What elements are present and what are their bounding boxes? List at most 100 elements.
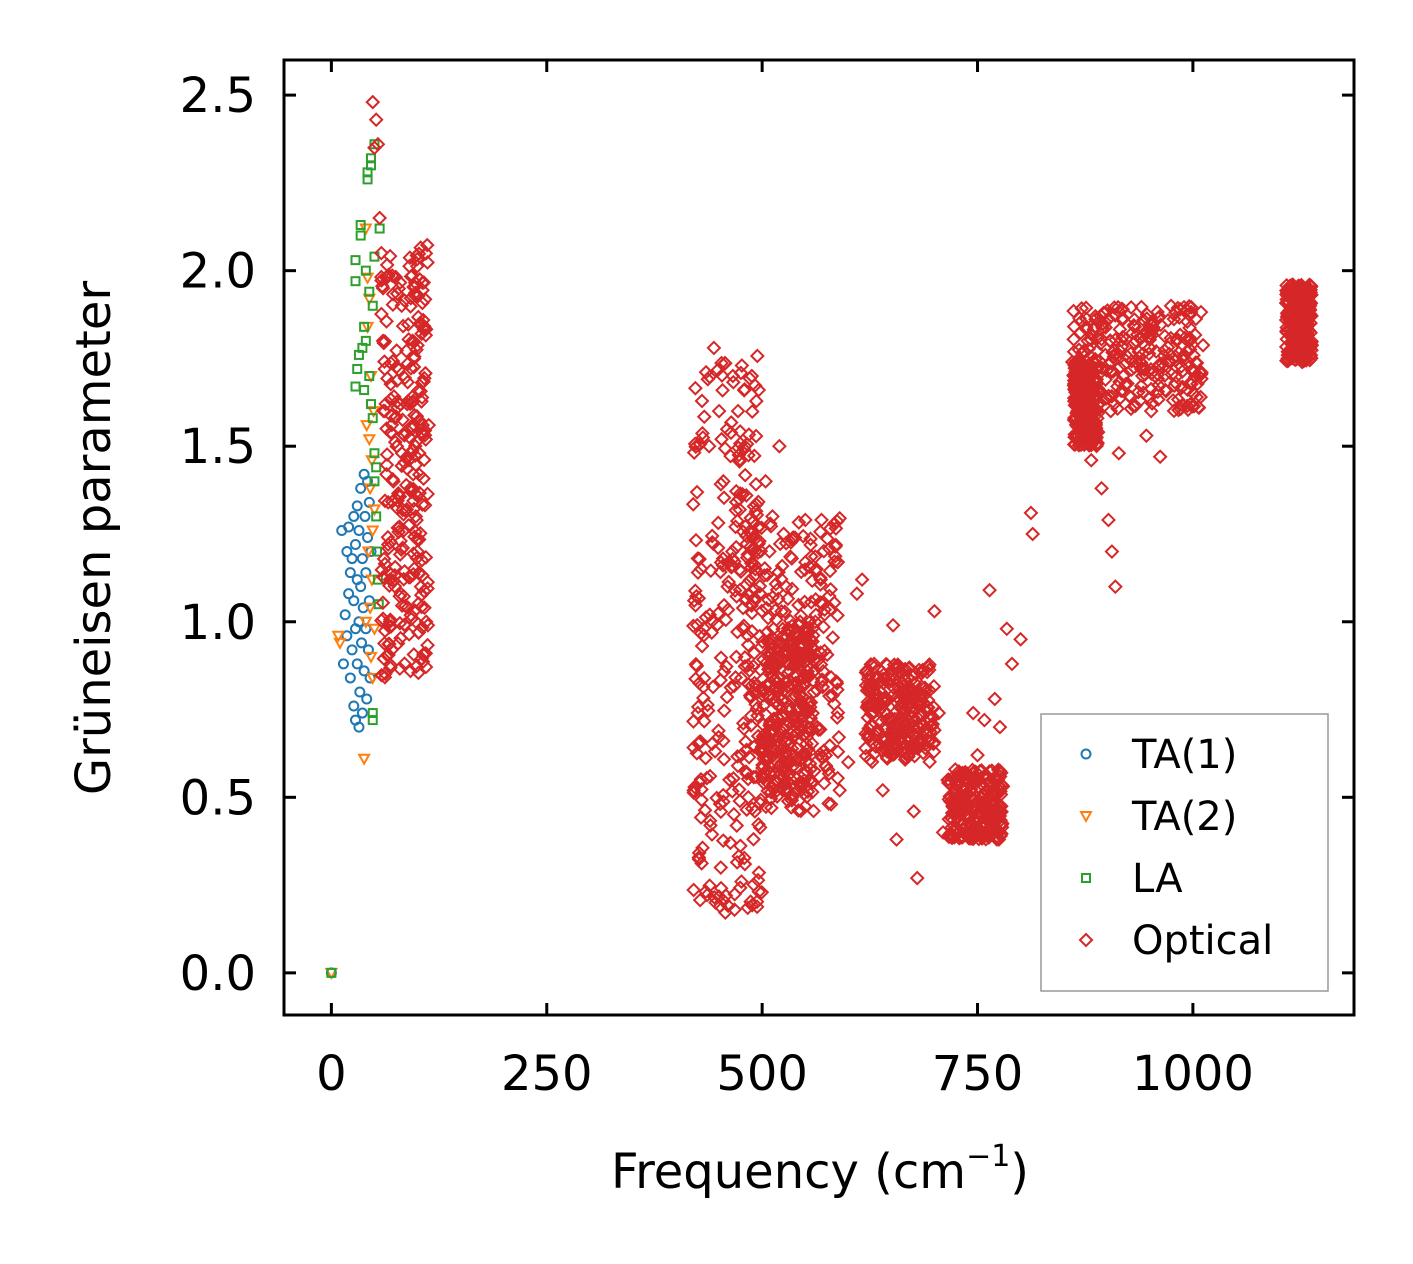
data-point xyxy=(805,705,821,721)
data-point xyxy=(794,664,810,680)
data-point xyxy=(1189,389,1205,405)
data-point xyxy=(783,549,798,565)
data-point xyxy=(926,744,942,760)
data-point xyxy=(744,897,760,913)
data-point xyxy=(756,568,772,583)
series-ta-1- xyxy=(325,468,377,979)
data-point xyxy=(751,884,767,900)
data-point xyxy=(372,546,383,557)
series-ta-2- xyxy=(324,223,382,980)
data-point xyxy=(1128,333,1144,349)
x-tick-label: 0 xyxy=(316,1046,347,1102)
data-point xyxy=(415,417,431,433)
data-point xyxy=(723,415,739,430)
data-point xyxy=(1123,401,1139,417)
data-point xyxy=(375,595,391,611)
data-point xyxy=(362,644,374,656)
data-point xyxy=(750,545,766,561)
data-point xyxy=(804,774,820,789)
data-point xyxy=(806,803,821,819)
data-point xyxy=(1087,319,1103,335)
data-point xyxy=(407,448,423,463)
data-point xyxy=(713,672,728,688)
data-point xyxy=(402,430,418,446)
legend-marker xyxy=(1080,748,1092,760)
data-point xyxy=(976,712,992,728)
data-point xyxy=(374,223,385,234)
data-point xyxy=(344,567,356,579)
data-point xyxy=(699,887,715,903)
data-point xyxy=(779,746,794,762)
data-point xyxy=(762,764,778,780)
data-point xyxy=(346,644,358,656)
data-point xyxy=(726,554,742,569)
data-point xyxy=(1168,375,1184,391)
legend-item-la: LA xyxy=(1081,856,1183,902)
data-point xyxy=(691,736,707,752)
data-point xyxy=(732,454,747,469)
data-point xyxy=(1098,320,1114,335)
data-point xyxy=(737,467,753,483)
data-point xyxy=(970,747,985,763)
data-point xyxy=(749,701,765,716)
data-point xyxy=(754,884,770,900)
data-point xyxy=(704,826,720,842)
data-point xyxy=(862,677,878,693)
data-point xyxy=(747,544,763,559)
data-point xyxy=(1157,368,1173,383)
data-point xyxy=(385,473,401,489)
data-point xyxy=(1176,299,1192,315)
legend-label: TA(1) xyxy=(1131,732,1237,778)
data-point xyxy=(411,624,427,640)
data-point xyxy=(1186,386,1202,402)
data-point xyxy=(364,370,375,381)
data-point xyxy=(387,410,403,426)
data-point xyxy=(1066,303,1082,319)
data-point xyxy=(696,713,712,729)
data-point xyxy=(1081,341,1097,357)
data-point xyxy=(717,355,733,371)
data-point xyxy=(1123,389,1139,405)
data-point xyxy=(730,624,745,640)
data-point xyxy=(799,725,815,740)
data-point xyxy=(823,796,839,812)
data-point xyxy=(420,617,436,633)
data-point xyxy=(359,616,373,629)
data-point xyxy=(372,210,388,226)
data-point xyxy=(361,693,373,705)
data-point xyxy=(390,485,406,501)
data-point xyxy=(887,711,903,727)
data-point xyxy=(900,734,916,750)
data-point xyxy=(885,617,901,633)
data-point xyxy=(729,818,745,834)
data-point xyxy=(389,373,405,389)
data-point xyxy=(698,750,714,766)
data-point xyxy=(1126,317,1142,333)
data-point xyxy=(739,802,755,818)
data-point xyxy=(935,825,951,840)
data-point xyxy=(387,559,403,575)
data-point xyxy=(350,255,361,266)
data-point xyxy=(1102,333,1118,348)
legend-item-ta-2-: TA(2) xyxy=(1079,794,1237,840)
data-point xyxy=(821,796,837,811)
series-optical xyxy=(365,94,1320,920)
data-point xyxy=(745,530,761,546)
data-point xyxy=(763,800,779,816)
data-point xyxy=(1299,312,1315,328)
x-tick-label: 1000 xyxy=(1132,1046,1254,1102)
data-point xyxy=(400,393,416,409)
data-point xyxy=(716,490,732,506)
data-point xyxy=(715,473,731,489)
data-point xyxy=(793,803,809,819)
data-point xyxy=(944,810,960,826)
data-point xyxy=(1110,379,1125,394)
data-point xyxy=(1090,424,1106,440)
data-point xyxy=(714,368,730,383)
data-point xyxy=(369,476,380,487)
data-point xyxy=(406,359,422,375)
data-point xyxy=(727,886,743,902)
data-point xyxy=(849,586,865,602)
data-point xyxy=(889,832,904,847)
data-point xyxy=(919,664,935,680)
